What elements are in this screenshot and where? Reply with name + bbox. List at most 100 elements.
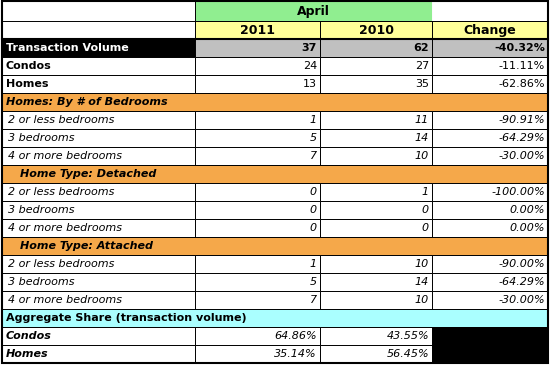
Bar	[195, 147, 320, 165]
Text: 35: 35	[415, 79, 429, 89]
Bar	[320, 219, 432, 237]
Bar	[2, 183, 195, 201]
Text: 7: 7	[310, 295, 317, 305]
Bar	[320, 183, 432, 201]
Text: 14: 14	[415, 277, 429, 287]
Bar	[320, 129, 432, 147]
Text: 13: 13	[303, 79, 317, 89]
Bar	[432, 129, 548, 147]
Bar	[195, 327, 320, 345]
Text: -30.00%: -30.00%	[498, 295, 545, 305]
Bar	[2, 75, 195, 93]
Text: 2 or less bedrooms: 2 or less bedrooms	[8, 187, 114, 197]
Bar	[2, 39, 195, 57]
Bar	[195, 201, 320, 219]
Bar	[320, 201, 432, 219]
Bar	[195, 39, 320, 57]
Bar	[432, 219, 548, 237]
Text: Homes: Homes	[6, 349, 48, 359]
Bar	[2, 219, 195, 237]
Text: Homes: Homes	[6, 79, 48, 89]
Bar	[2, 201, 195, 219]
Text: 0: 0	[422, 205, 429, 215]
Bar	[2, 129, 195, 147]
Text: 1: 1	[422, 187, 429, 197]
Bar	[2, 111, 195, 129]
Text: 2 or less bedrooms: 2 or less bedrooms	[8, 259, 114, 269]
Bar	[432, 201, 548, 219]
Bar	[195, 219, 320, 237]
Text: 7: 7	[310, 151, 317, 161]
Text: -64.29%: -64.29%	[498, 133, 545, 143]
Bar	[432, 327, 548, 345]
Text: 14: 14	[415, 133, 429, 143]
Bar	[195, 129, 320, 147]
Bar	[2, 1, 195, 21]
Text: 10: 10	[415, 151, 429, 161]
Text: -62.86%: -62.86%	[498, 79, 545, 89]
Text: 0: 0	[310, 205, 317, 215]
Bar	[320, 147, 432, 165]
Bar	[320, 21, 432, 39]
Text: Transaction Volume: Transaction Volume	[6, 43, 129, 53]
Text: -100.00%: -100.00%	[491, 187, 545, 197]
Bar	[432, 1, 548, 21]
Bar	[432, 75, 548, 93]
Text: 2 or less bedrooms: 2 or less bedrooms	[8, 115, 114, 125]
Bar	[195, 1, 432, 21]
Text: 56.45%: 56.45%	[386, 349, 429, 359]
Text: 11: 11	[415, 115, 429, 125]
Bar	[320, 111, 432, 129]
Text: Change: Change	[464, 24, 516, 37]
Text: 24: 24	[302, 61, 317, 71]
Text: -40.32%: -40.32%	[494, 43, 545, 53]
Bar	[320, 75, 432, 93]
Bar	[432, 147, 548, 165]
Text: -90.91%: -90.91%	[498, 115, 545, 125]
Text: 0: 0	[422, 223, 429, 233]
Bar	[2, 291, 195, 309]
Text: 37: 37	[301, 43, 317, 53]
Text: Homes: By # of Bedrooms: Homes: By # of Bedrooms	[6, 97, 168, 107]
Text: 0: 0	[310, 187, 317, 197]
Bar	[2, 57, 195, 75]
Bar	[2, 147, 195, 165]
Bar	[2, 93, 548, 111]
Text: -90.00%: -90.00%	[498, 259, 545, 269]
Bar	[2, 165, 548, 183]
Text: 0.00%: 0.00%	[509, 205, 545, 215]
Bar	[320, 39, 432, 57]
Text: -64.29%: -64.29%	[498, 277, 545, 287]
Bar	[432, 255, 548, 273]
Bar	[2, 237, 548, 255]
Text: 4 or more bedrooms: 4 or more bedrooms	[8, 295, 122, 305]
Text: 1: 1	[310, 115, 317, 125]
Text: 64.86%: 64.86%	[274, 331, 317, 341]
Bar	[195, 183, 320, 201]
Bar	[195, 111, 320, 129]
Bar	[320, 345, 432, 363]
Bar	[2, 345, 195, 363]
Bar	[2, 21, 195, 39]
Text: 2011: 2011	[240, 24, 275, 37]
Bar	[2, 309, 548, 327]
Text: 5: 5	[310, 133, 317, 143]
Bar	[320, 57, 432, 75]
Text: Home Type: Detached: Home Type: Detached	[20, 169, 156, 179]
Text: 27: 27	[415, 61, 429, 71]
Text: 4 or more bedrooms: 4 or more bedrooms	[8, 223, 122, 233]
Text: 3 bedrooms: 3 bedrooms	[8, 133, 74, 143]
Bar	[195, 273, 320, 291]
Text: Condos: Condos	[6, 331, 52, 341]
Text: Aggregate Share (transaction volume): Aggregate Share (transaction volume)	[6, 313, 246, 323]
Text: 4 or more bedrooms: 4 or more bedrooms	[8, 151, 122, 161]
Bar	[432, 57, 548, 75]
Text: 3 bedrooms: 3 bedrooms	[8, 277, 74, 287]
Text: Condos: Condos	[6, 61, 52, 71]
Bar	[432, 291, 548, 309]
Bar	[320, 255, 432, 273]
Bar	[432, 39, 548, 57]
Bar	[320, 273, 432, 291]
Text: 62: 62	[414, 43, 429, 53]
Text: April: April	[297, 4, 330, 18]
